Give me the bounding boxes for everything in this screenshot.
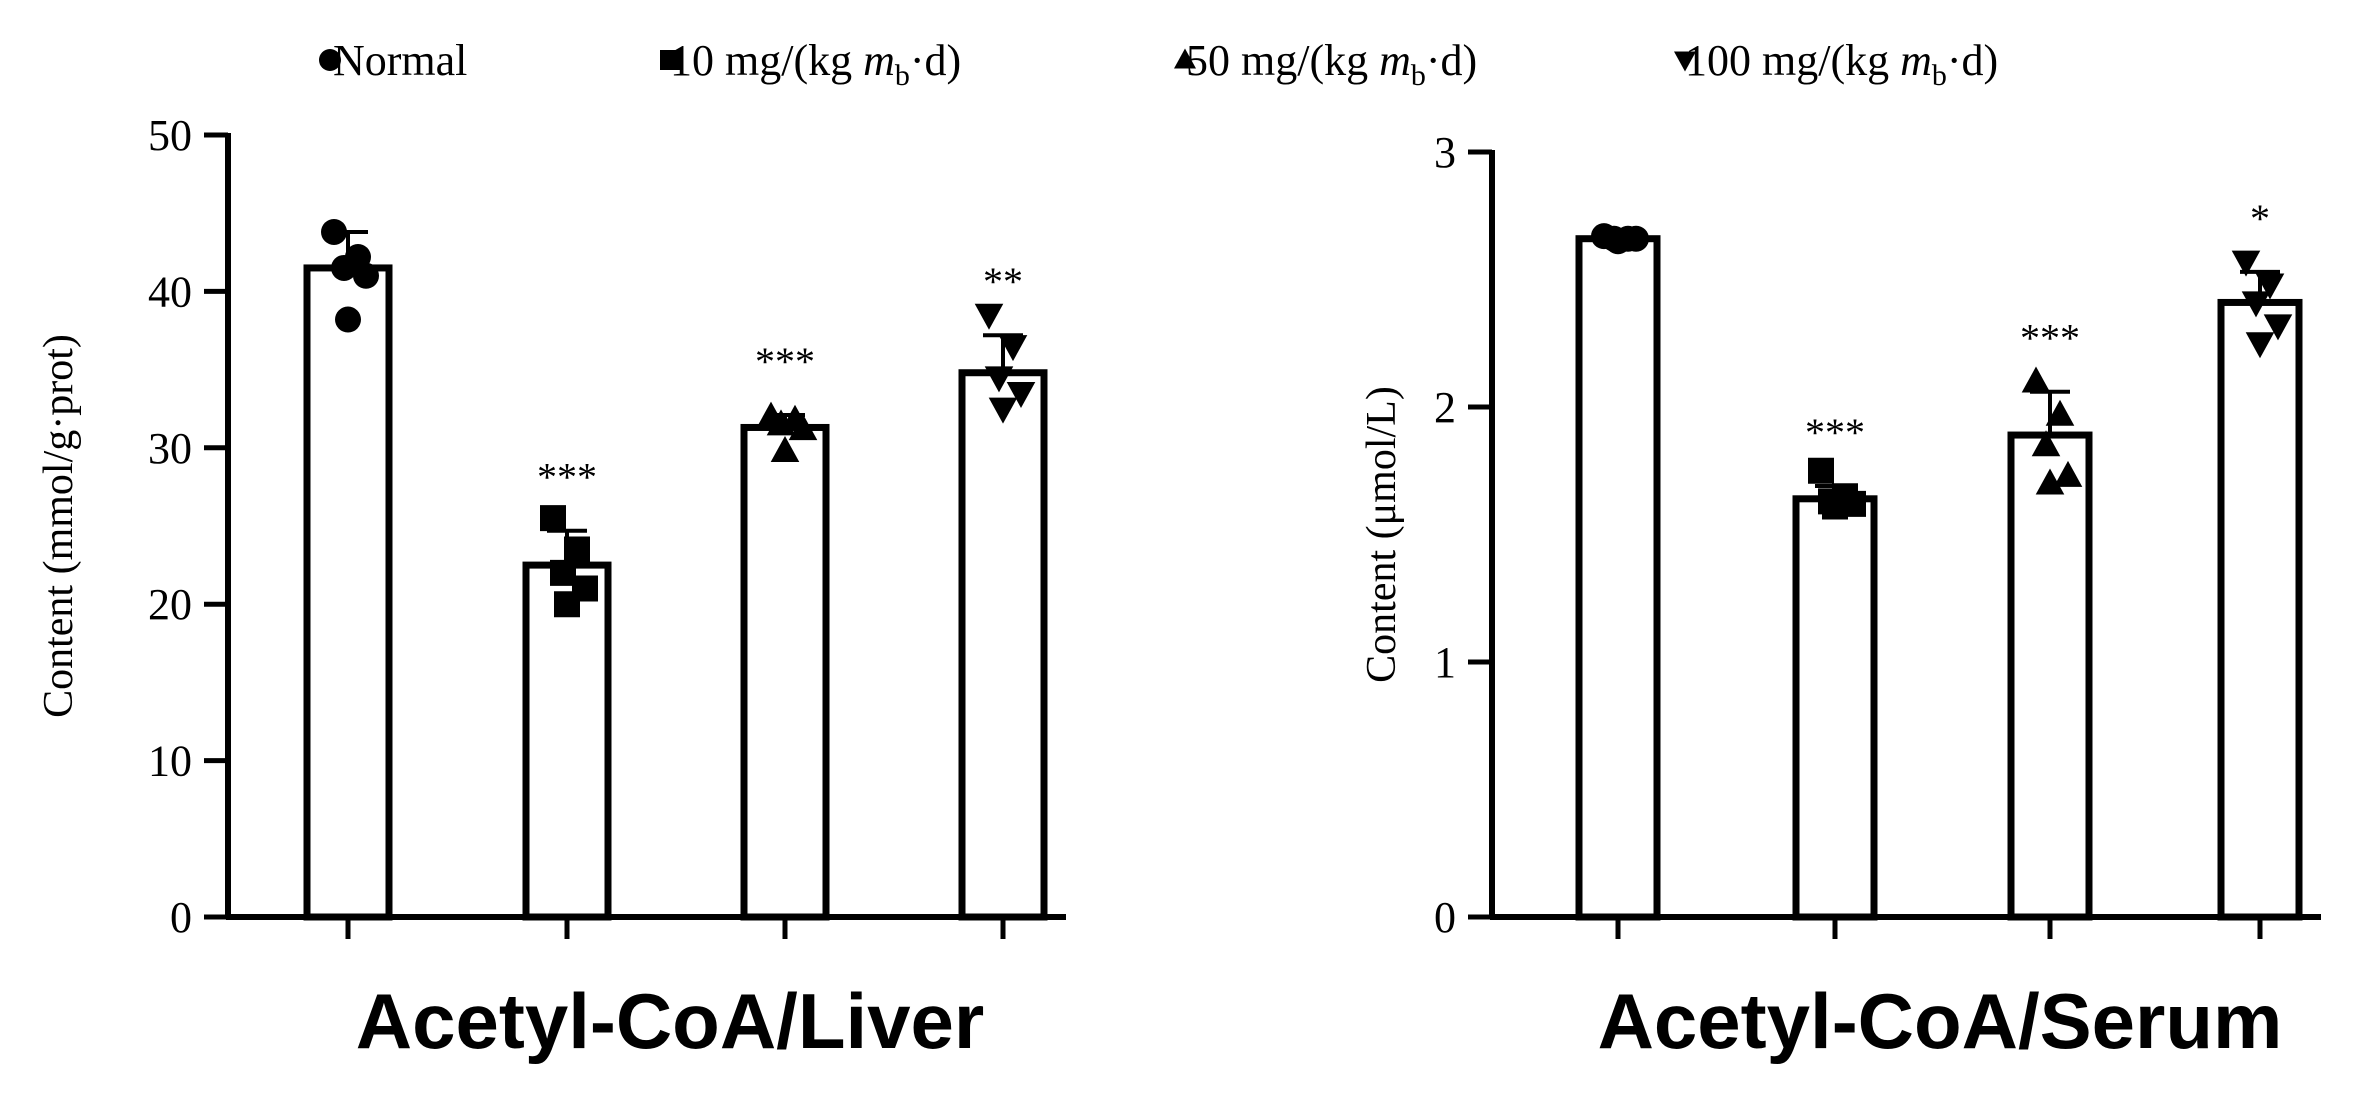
legend-label-1: 10 mg/(kg mb·d) (670, 36, 961, 92)
bar (1575, 235, 1661, 921)
legend-label-italic: m (1379, 36, 1411, 85)
legend-label-2: 50 mg/(kg mb·d) (1186, 36, 1477, 92)
data-point (788, 414, 818, 441)
bar (303, 264, 393, 921)
y-tick-label: 50 (148, 111, 192, 160)
bar (1792, 495, 1878, 921)
significance-label: ** (983, 259, 1023, 304)
legend-marker-triangle-up (1174, 48, 1196, 69)
bar (958, 369, 1048, 921)
legend-marker-circle (319, 49, 341, 71)
bar (2217, 298, 2303, 921)
y-tick-label: 20 (148, 580, 192, 629)
data-point (331, 254, 357, 281)
legend-label-italic: m (863, 36, 895, 85)
bar (2007, 431, 2093, 921)
bar (740, 423, 830, 921)
data-point (974, 303, 1004, 330)
y-tick-label: 1 (1434, 638, 1456, 687)
legend-label-3: 100 mg/(kg mb·d) (1685, 36, 1998, 92)
data-point (2031, 430, 2061, 457)
data-point (770, 435, 800, 462)
y-tick-label: 10 (148, 737, 192, 786)
data-point (550, 559, 576, 586)
significance-label: *** (2020, 316, 2080, 361)
data-point (1822, 493, 1848, 520)
y-tick-label: 3 (1434, 128, 1456, 177)
data-point (2021, 366, 2051, 393)
significance-label: *** (537, 455, 597, 500)
data-point (2053, 460, 2083, 487)
data-point (335, 306, 361, 333)
chart-title: Acetyl-CoA/Serum (1598, 977, 2283, 1065)
data-point (353, 262, 379, 289)
data-point (564, 536, 590, 563)
y-tick-label: 40 (148, 267, 192, 316)
y-axis-label: Content (μmol/L) (1359, 386, 1405, 683)
data-point (2241, 291, 2271, 318)
legend-label-post: ·d) (1426, 36, 1477, 85)
y-tick-label: 0 (170, 893, 192, 942)
data-point (2263, 314, 2293, 341)
bar (522, 561, 612, 921)
data-point (984, 366, 1014, 393)
data-point (1006, 382, 1036, 409)
significance-label: * (2250, 196, 2270, 241)
data-point (1808, 457, 1834, 484)
chart-title: Acetyl-CoA/Liver (356, 977, 985, 1065)
significance-label: *** (755, 339, 815, 384)
data-point (554, 591, 580, 618)
y-tick-label: 30 (148, 424, 192, 473)
data-point (2245, 332, 2275, 359)
data-point (2035, 468, 2065, 495)
legend-label-0: Normal (333, 36, 467, 85)
data-point (998, 335, 1028, 362)
data-point (988, 397, 1018, 424)
legend-label-post: ·d) (910, 36, 961, 85)
legend-label-sub: b (895, 59, 910, 92)
legend-marker-square (660, 50, 680, 70)
legend-label-post: ·d) (1947, 36, 1998, 85)
data-point (1605, 228, 1631, 255)
data-point (766, 409, 796, 436)
legend-label-pre: 50 mg/(kg (1186, 36, 1379, 85)
data-point (321, 218, 347, 245)
data-point (2231, 250, 2261, 277)
legend-label-pre: 100 mg/(kg (1685, 36, 1900, 85)
legend-label-sub: b (1411, 59, 1426, 92)
legend-label-pre: 10 mg/(kg (670, 36, 863, 85)
data-point (2255, 273, 2285, 300)
significance-label: *** (1805, 410, 1865, 455)
y-axis-label: Content (mmol/g·prot) (36, 334, 82, 718)
data-point (2045, 399, 2075, 426)
legend-marker-triangle-down (1674, 51, 1696, 72)
legend-label-sub: b (1932, 59, 1947, 92)
legend: Normal 10 mg/(kg mb·d) 50 mg/(kg mb·d) 100 … (319, 36, 1998, 92)
data-point (540, 505, 566, 532)
y-tick-label: 2 (1434, 383, 1456, 432)
legend-label-italic: m (1900, 36, 1932, 85)
y-tick-label: 0 (1434, 893, 1456, 942)
